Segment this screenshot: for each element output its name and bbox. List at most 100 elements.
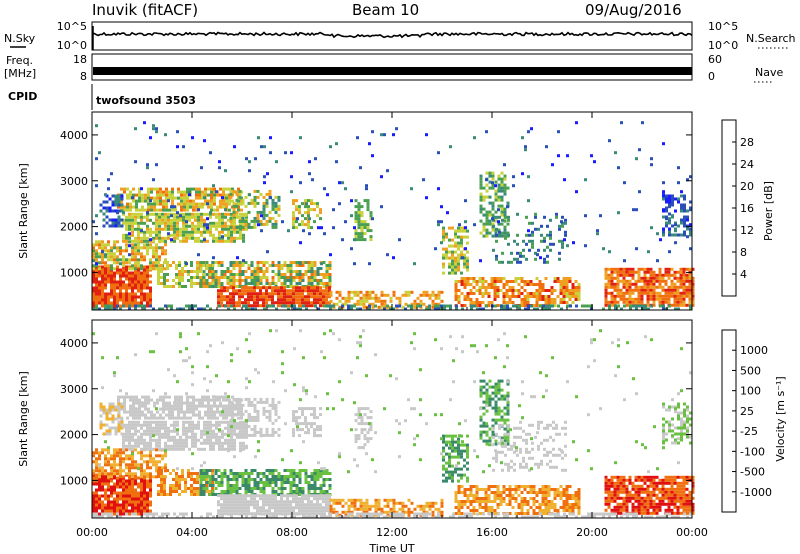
heatmap-cell [652, 273, 656, 277]
heatmap-cell [360, 229, 364, 233]
heatmap-cell [108, 408, 112, 412]
heatmap-cell [319, 475, 323, 478]
heatmap-cell [577, 292, 581, 295]
heatmap-cell [220, 484, 224, 487]
heatmap-cell [271, 270, 275, 273]
heatmap-cell [545, 307, 548, 311]
heatmap-cell [159, 190, 162, 194]
heatmap-cell [202, 475, 206, 478]
heatmap-cell [619, 291, 623, 295]
colorbar-tick-label: 4 [740, 268, 747, 281]
heatmap-cell [140, 469, 143, 473]
heatmap-cell [149, 304, 152, 308]
heatmap-cell [146, 249, 149, 253]
heatmap-cell [237, 208, 240, 212]
heatmap-cell [673, 285, 677, 289]
heatmap-cell [125, 271, 128, 275]
heatmap-cell [538, 280, 542, 283]
heatmap-cell [113, 295, 116, 299]
heatmap-cell [256, 295, 259, 299]
heatmap-cell [192, 401, 195, 405]
heatmap-cell [146, 286, 149, 290]
heatmap-cell [166, 469, 169, 472]
heatmap-cell [463, 265, 466, 269]
heatmap-cell [101, 500, 104, 504]
heatmap-cell [199, 493, 203, 496]
heatmap-cell [328, 289, 331, 293]
heatmap-cell [546, 224, 549, 228]
heatmap-cell [185, 236, 188, 240]
heatmap-cell [262, 500, 265, 504]
heatmap-cell [496, 304, 500, 307]
heatmap-cell [95, 448, 98, 452]
heatmap-cell [532, 304, 536, 307]
heatmap-cell [132, 407, 135, 411]
heatmap-cell [253, 304, 256, 308]
heatmap-cell [359, 296, 363, 300]
heatmap-cell [257, 223, 260, 227]
heatmap-cell [665, 221, 668, 225]
heatmap-cell [265, 204, 269, 208]
heatmap-cell [265, 282, 269, 285]
heatmap-cell [537, 248, 540, 252]
heatmap-cell [155, 441, 158, 445]
heatmap-cell [454, 244, 457, 248]
heatmap-cell [577, 286, 581, 289]
heatmap-cell [188, 215, 191, 219]
heatmap-cell [360, 214, 364, 218]
heatmap-cell [114, 429, 118, 433]
heatmap-cell [199, 279, 203, 282]
heatmap-cell [197, 239, 200, 243]
heatmap-cell [128, 258, 131, 262]
heatmap-cell [277, 292, 280, 296]
heatmap-cell [194, 444, 197, 448]
heatmap-cell [635, 208, 638, 212]
heatmap-cell [156, 401, 159, 405]
heatmap-cell [122, 506, 125, 510]
heatmap-cell [557, 304, 560, 308]
heatmap-cell [191, 227, 194, 231]
heatmap-cell [628, 285, 632, 289]
heatmap-cell [310, 286, 313, 290]
heatmap-cell [268, 216, 272, 220]
heatmap-cell [220, 509, 223, 513]
heatmap-cell [490, 286, 494, 289]
colorbar-tick-label: 24 [740, 158, 754, 171]
heatmap-cell [223, 475, 227, 478]
heatmap-cell [98, 301, 101, 305]
heatmap-cell [413, 302, 417, 306]
heatmap-cell [247, 484, 251, 487]
heatmap-cell [682, 297, 686, 301]
heatmap-cell [159, 416, 162, 420]
heatmap-cell [101, 274, 104, 278]
heatmap-cell [227, 218, 230, 222]
heatmap-cell [105, 408, 109, 412]
heatmap-cell [247, 276, 251, 279]
heatmap-cell [286, 298, 289, 302]
heatmap-cell [156, 416, 159, 420]
heatmap-cell [325, 273, 329, 276]
heatmap-cell [159, 395, 162, 399]
heatmap-cell [271, 276, 275, 279]
heatmap-cell [274, 195, 278, 199]
heatmap-cell [608, 250, 611, 254]
heatmap-cell [140, 435, 143, 439]
heatmap-cell [110, 264, 113, 268]
colorbar-tick-label: 16 [740, 202, 754, 215]
heatmap-cell [286, 295, 289, 299]
heatmap-cell [210, 208, 213, 212]
heatmap-cell [641, 121, 644, 125]
heatmap-cell [275, 307, 278, 311]
heatmap-cell [176, 145, 179, 149]
heatmap-cell [572, 241, 575, 245]
heatmap-cell [434, 307, 437, 311]
heatmap-cell [193, 276, 196, 279]
heatmap-cell [485, 234, 489, 238]
heatmap-cell [129, 398, 132, 402]
heatmap-cell [425, 290, 429, 294]
heatmap-cell [119, 512, 122, 516]
heatmap-cell [230, 420, 233, 424]
heatmap-cell [104, 274, 107, 278]
heatmap-cell [208, 285, 212, 288]
heatmap-cell [655, 276, 659, 280]
